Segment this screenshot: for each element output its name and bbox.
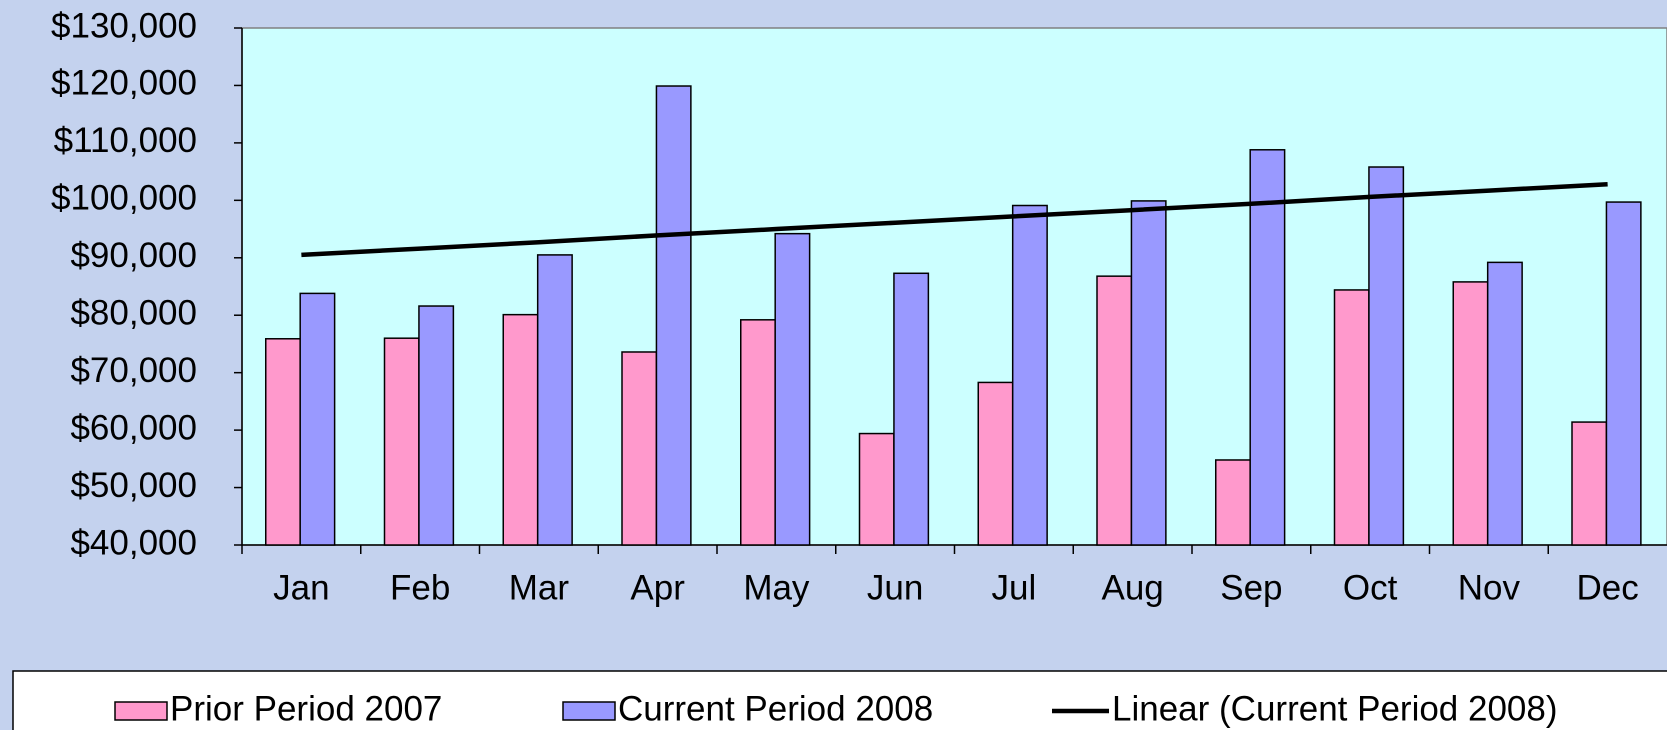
legend-swatch: [114, 701, 168, 721]
bar: [655, 85, 692, 546]
bar: [383, 337, 420, 546]
legend-swatch: [562, 701, 616, 721]
bar: [1333, 289, 1370, 546]
y-tick-label: $130,000: [51, 6, 197, 45]
y-tick-label: $80,000: [70, 293, 197, 332]
x-tick-label: Oct: [1343, 568, 1398, 607]
bar: [621, 351, 658, 546]
y-tick-label: $40,000: [70, 523, 197, 562]
bar: [1130, 200, 1167, 546]
bar: [265, 338, 301, 546]
bar: [1452, 281, 1489, 546]
y-tick-label: $50,000: [70, 466, 197, 505]
bar: [740, 319, 776, 546]
trend-line: [301, 182, 1608, 258]
x-tick-label: Nov: [1458, 568, 1521, 607]
x-tick-label: Apr: [630, 568, 685, 607]
bar: [299, 292, 336, 546]
bar: [774, 232, 811, 546]
legend-label: Linear (Current Period 2008): [1112, 689, 1558, 728]
bar: [858, 432, 895, 546]
y-tick-label: $70,000: [70, 351, 197, 390]
y-tick-label: $100,000: [51, 179, 197, 218]
bar: [1249, 149, 1286, 546]
bar: [418, 305, 455, 546]
bar: [1215, 459, 1251, 546]
x-tick-label: Sep: [1220, 568, 1282, 607]
y-tick-label: $60,000: [70, 408, 197, 447]
x-tick-label: Jul: [992, 568, 1037, 607]
x-tick-label: Mar: [509, 568, 570, 607]
bar: [1096, 275, 1133, 546]
bar: [1011, 204, 1048, 546]
bar: [1368, 166, 1405, 546]
x-tick-label: May: [743, 568, 810, 607]
x-tick-label: Jun: [867, 568, 923, 607]
legend-label: Prior Period 2007: [170, 689, 442, 728]
bar: [536, 254, 573, 546]
bar: [1571, 421, 1608, 546]
x-tick-label: Feb: [390, 568, 450, 607]
plot-area: [241, 27, 1667, 546]
bar: [893, 272, 930, 546]
legend-label: Current Period 2008: [618, 689, 933, 728]
y-tick-label: $90,000: [70, 236, 197, 275]
bar: [502, 313, 539, 546]
y-tick-label: $120,000: [51, 64, 197, 103]
x-tick-label: Jan: [273, 568, 329, 607]
y-tick-label: $110,000: [54, 121, 197, 160]
legend-box: [12, 670, 1667, 730]
bar: [977, 381, 1014, 546]
bar: [1605, 201, 1642, 546]
bar: [1486, 261, 1523, 546]
x-tick-label: Dec: [1577, 568, 1639, 607]
x-tick-label: Aug: [1101, 568, 1163, 607]
